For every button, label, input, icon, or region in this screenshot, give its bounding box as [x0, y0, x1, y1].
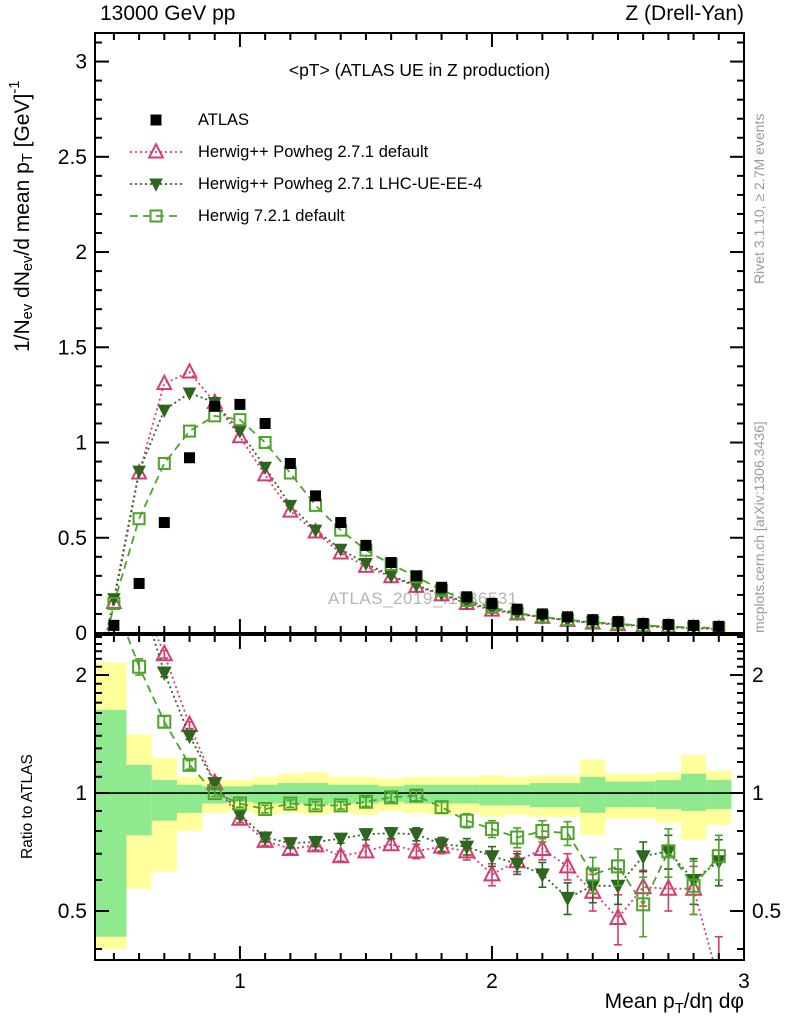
svg-text:1: 1: [75, 782, 87, 805]
mcplots-source-caption: mcplots.cern.ch [arXiv:1306.3436]: [751, 421, 767, 633]
x-axis-title: Mean pT/dη dφ: [604, 990, 744, 1018]
svg-text:0.5: 0.5: [752, 900, 781, 923]
svg-text:2: 2: [486, 970, 498, 993]
atlas-marker-icon: [150, 114, 162, 126]
legend: ATLAS Herwig++ Powheg 2.7.1 default Herw…: [128, 104, 482, 232]
svg-text:0.5: 0.5: [58, 900, 87, 923]
legend-item-atlas: ATLAS: [128, 104, 482, 136]
legend-label: ATLAS: [198, 110, 250, 129]
y-axis-title-ratio: Ratio to ATLAS: [19, 754, 36, 859]
herwigpp-ueee4-marker-icon: [130, 178, 182, 192]
svg-text:0.5: 0.5: [58, 527, 87, 550]
y-axis-title-main: 1/Nev dNev/d mean pT [GeV]-1: [7, 80, 37, 352]
legend-item-herwig7: Herwig 7.2.1 default: [128, 200, 482, 232]
herwig7-marker-icon: [130, 209, 182, 223]
legend-label: Herwig++ Powheg 2.7.1 default: [198, 142, 429, 161]
svg-text:1.5: 1.5: [58, 336, 87, 359]
legend-item-herwigpp-ueee4: Herwig++ Powheg 2.7.1 LHC-UE-EE-4: [128, 168, 482, 200]
header-beam-energy: 13000 GeV pp: [100, 2, 236, 25]
svg-text:1: 1: [234, 970, 246, 993]
svg-text:1: 1: [75, 432, 87, 455]
svg-text:1: 1: [752, 782, 764, 805]
svg-text:2: 2: [752, 664, 764, 687]
svg-text:2: 2: [75, 664, 87, 687]
rivet-version-caption: Rivet 3.1.10, ≥ 2.7M events: [751, 113, 767, 284]
svg-text:3: 3: [75, 51, 87, 74]
plot-title: <pT> (ATLAS UE in Z production): [288, 60, 551, 80]
legend-label: Herwig++ Powheg 2.7.1 LHC-UE-EE-4: [198, 174, 483, 193]
herwigpp-default-marker-icon: [130, 142, 182, 159]
svg-text:2.5: 2.5: [58, 146, 87, 169]
header-process: Z (Drell-Yan): [625, 2, 744, 25]
legend-item-herwigpp-default: Herwig++ Powheg 2.7.1 default: [128, 136, 482, 168]
legend-label: Herwig 7.2.1 default: [198, 206, 345, 225]
svg-text:3: 3: [738, 970, 750, 993]
svg-text:0: 0: [75, 622, 87, 645]
svg-text:2: 2: [75, 241, 87, 264]
